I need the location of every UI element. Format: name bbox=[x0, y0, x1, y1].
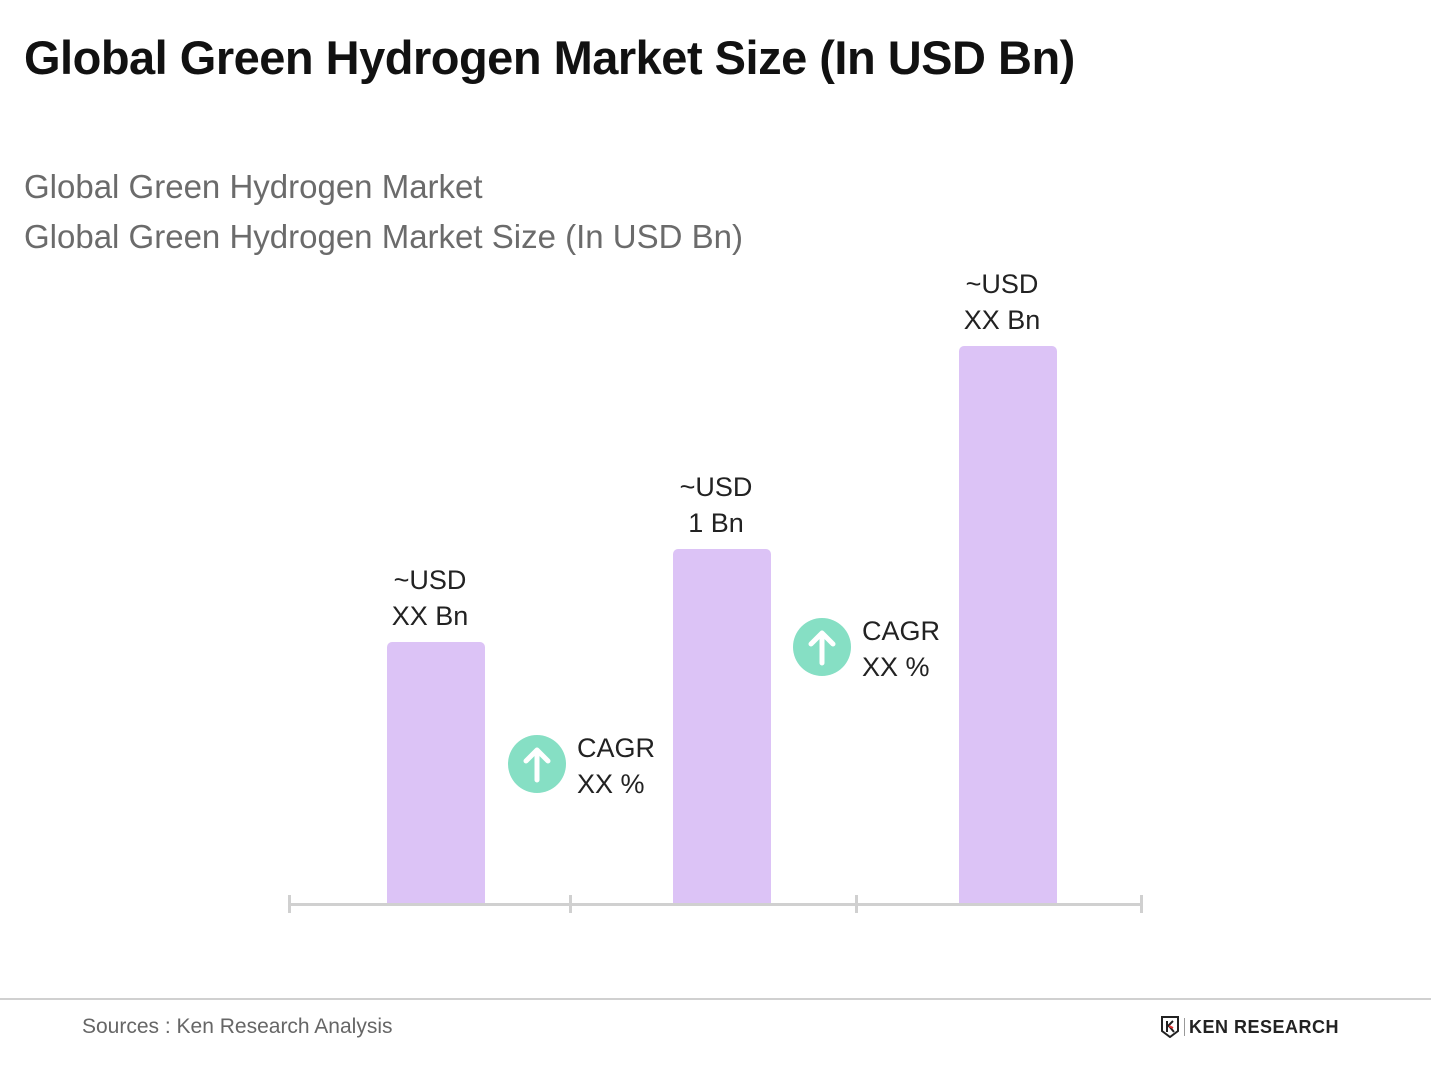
chart-subtitle-2: Global Green Hydrogen Market Size (In US… bbox=[24, 218, 743, 255]
arrow-up-icon bbox=[793, 618, 851, 676]
data-label-line: XX Bn bbox=[963, 305, 1041, 336]
x-axis-tick bbox=[288, 895, 291, 913]
x-axis bbox=[289, 903, 1142, 906]
data-label: ~USD 1 Bn bbox=[646, 469, 786, 541]
logo-divider bbox=[1184, 1018, 1185, 1036]
ken-research-logo: KEN RESEARCH bbox=[1160, 1016, 1339, 1038]
data-label-line: ~USD bbox=[393, 564, 467, 595]
cagr-text: CAGR XX % bbox=[862, 613, 940, 685]
data-label-line: ~USD bbox=[679, 472, 753, 503]
bar bbox=[387, 641, 485, 905]
source-note: Sources : Ken Research Analysis bbox=[82, 1015, 393, 1038]
data-label: ~USD XX Bn bbox=[932, 266, 1072, 338]
x-axis-tick bbox=[1140, 895, 1143, 913]
cagr-label: CAGR bbox=[862, 616, 941, 646]
chart-title: Global Green Hydrogen Market Size (In US… bbox=[24, 31, 1075, 84]
logo-text: KEN RESEARCH bbox=[1189, 1016, 1340, 1037]
cagr-value: XX % bbox=[577, 769, 645, 799]
data-label: ~USD XX Bn bbox=[360, 562, 500, 634]
logo-shield-icon bbox=[1161, 1016, 1179, 1038]
x-axis-tick bbox=[855, 895, 858, 913]
arrow-up-icon bbox=[508, 735, 566, 793]
bar bbox=[673, 549, 771, 905]
data-label-line: XX Bn bbox=[391, 600, 469, 631]
x-axis-tick bbox=[569, 895, 572, 913]
chart-subtitle: Global Green Hydrogen Market bbox=[24, 168, 483, 205]
cagr-text: CAGR XX % bbox=[577, 730, 655, 802]
data-label-line: ~USD bbox=[965, 269, 1039, 300]
bar bbox=[959, 346, 1057, 905]
footer-divider bbox=[0, 998, 1431, 1000]
cagr-value: XX % bbox=[862, 652, 930, 682]
data-label-line: 1 Bn bbox=[688, 508, 744, 539]
cagr-label: CAGR bbox=[577, 733, 656, 763]
